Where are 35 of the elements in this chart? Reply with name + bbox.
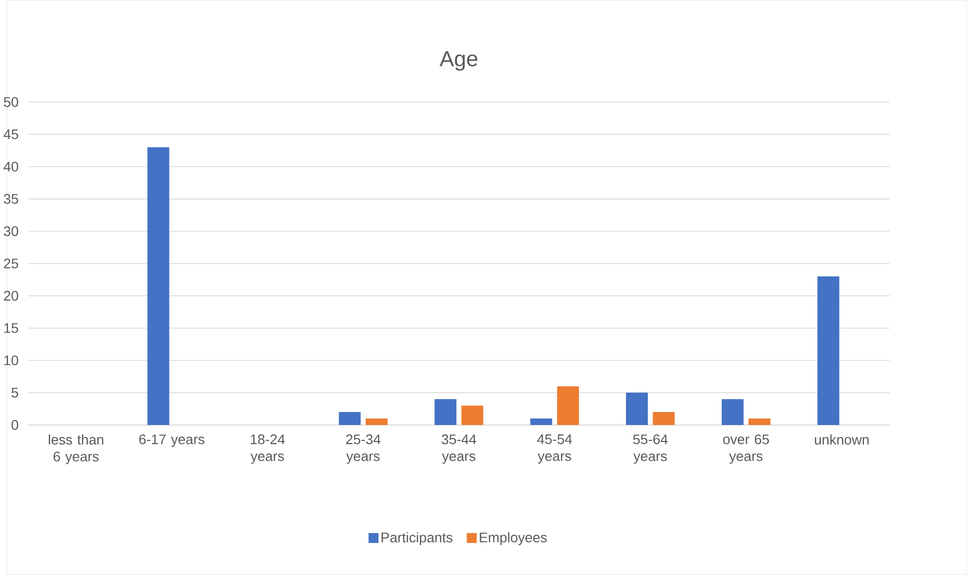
bar: [147, 147, 170, 426]
legend-label: Employees: [480, 532, 547, 546]
bar: [652, 412, 675, 426]
legend-label: Participants: [382, 532, 452, 546]
y-tick-label: 20: [4, 291, 18, 301]
x-tick-label: 55-64 years: [633, 434, 668, 464]
y-tick-label: 15: [4, 323, 18, 334]
x-tick-label: 35-44 years: [442, 434, 476, 464]
bar: [461, 406, 484, 426]
x-tick-label: unknown: [814, 434, 869, 445]
x-tick-label: 6-17 years: [139, 434, 204, 448]
bar: [366, 418, 388, 426]
y-tick-label: 10: [4, 356, 18, 366]
bar: [722, 399, 744, 426]
bar: [626, 392, 648, 426]
bar: [557, 386, 579, 426]
bar: [530, 418, 552, 426]
x-tick-label: 45-54 years: [537, 434, 572, 464]
x-tick-label: over 65 years: [723, 434, 769, 464]
y-tick-label: 40: [4, 162, 18, 172]
y-tick-label: 50: [4, 97, 18, 108]
x-tick-label: less than 6 years: [48, 434, 104, 464]
x-tick-label: 18-24 years: [250, 434, 285, 464]
y-tick-label: 25: [4, 258, 18, 269]
bar: [338, 412, 361, 426]
y-tick-label: 35: [4, 194, 18, 204]
bar: [748, 418, 770, 426]
y-tick-label: 5: [12, 388, 18, 398]
y-tick-label: 45: [4, 130, 18, 140]
bar: [817, 276, 840, 426]
x-tick-label: 25-34 years: [346, 434, 380, 464]
bar: [434, 399, 456, 426]
y-tick-label: 30: [4, 226, 18, 236]
chart-title: Age: [440, 51, 478, 71]
y-tick-label: 0: [12, 420, 18, 430]
